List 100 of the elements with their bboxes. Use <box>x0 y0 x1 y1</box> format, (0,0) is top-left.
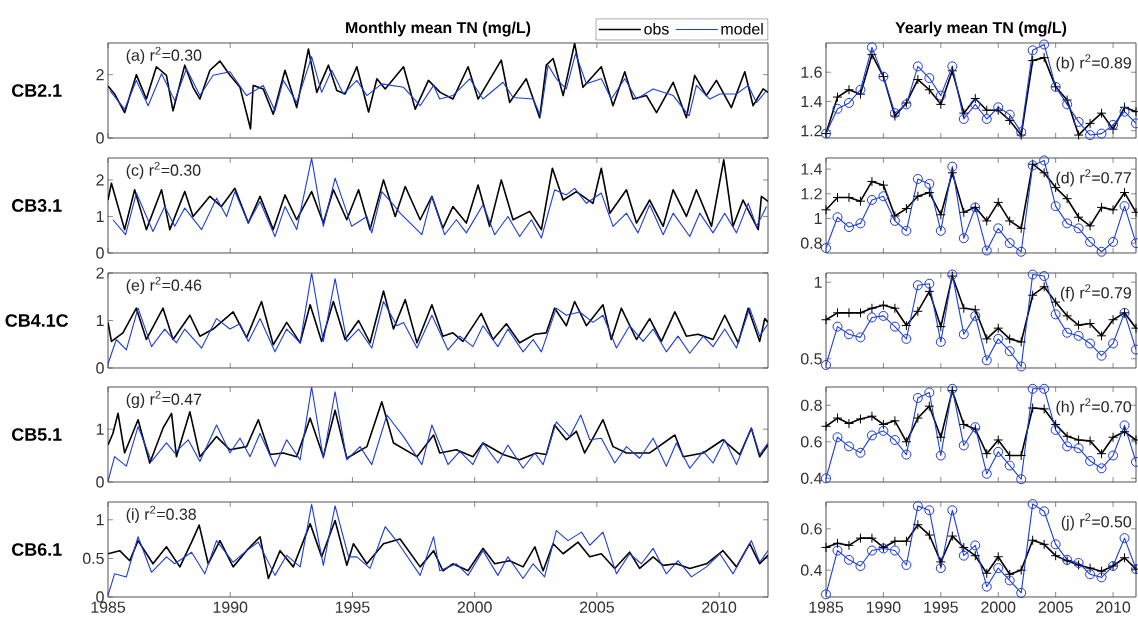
point <box>1119 201 1130 212</box>
point <box>889 210 900 221</box>
point <box>832 212 843 223</box>
y-axis-title: CB4.1C <box>5 314 69 327</box>
point <box>878 425 889 436</box>
point <box>889 536 900 547</box>
point <box>878 191 889 202</box>
point <box>1119 533 1130 544</box>
point <box>1062 99 1073 110</box>
point <box>935 563 946 574</box>
point <box>821 243 832 254</box>
point <box>1108 432 1119 443</box>
line-series <box>108 503 768 597</box>
point <box>924 530 935 541</box>
point <box>1085 236 1096 247</box>
point <box>912 173 923 184</box>
point <box>1039 39 1050 50</box>
point <box>1073 434 1084 445</box>
point <box>993 551 1004 562</box>
point <box>1085 338 1096 349</box>
point <box>1039 403 1050 414</box>
x-tick-label: 2005 <box>1038 601 1073 613</box>
point <box>958 329 969 340</box>
y-tick-label: 0.8 <box>800 399 822 411</box>
point <box>866 49 877 60</box>
point <box>981 568 992 579</box>
y-tick-label: 1 <box>96 315 104 326</box>
point <box>1096 246 1107 257</box>
y-tick-label: 0 <box>96 476 104 488</box>
point <box>901 225 912 236</box>
point <box>970 550 981 561</box>
point <box>1004 109 1015 120</box>
point <box>993 223 1004 234</box>
point <box>821 542 832 553</box>
point <box>935 450 946 461</box>
legend-label: obs <box>644 22 669 35</box>
point <box>1108 236 1119 247</box>
point <box>1108 314 1119 325</box>
point <box>993 333 1004 344</box>
point <box>1108 119 1119 130</box>
point <box>901 333 912 344</box>
point <box>1016 246 1027 257</box>
point <box>935 336 946 347</box>
point <box>1016 474 1027 485</box>
point <box>1039 539 1050 550</box>
point <box>958 233 969 244</box>
point <box>935 432 946 443</box>
point <box>1073 223 1084 234</box>
point <box>1004 215 1015 226</box>
point <box>924 387 935 398</box>
point <box>993 197 1004 208</box>
point <box>1062 193 1073 204</box>
point <box>1004 460 1015 471</box>
point <box>855 196 866 207</box>
point <box>912 306 923 317</box>
point <box>912 501 923 512</box>
annotation: (f) r$^{2}$=0.79 <box>1060 284 1131 302</box>
point <box>958 419 969 430</box>
y-tick-label: 1 <box>96 423 104 435</box>
y-tick-label: 1.4 <box>801 163 823 175</box>
point <box>866 303 877 314</box>
annotation: (d) r$^{2}$=0.77 <box>1056 169 1131 187</box>
y-tick-label: 1.2 <box>801 188 822 200</box>
point <box>855 89 866 100</box>
point <box>993 323 1004 334</box>
point <box>958 108 969 119</box>
point <box>855 332 866 343</box>
point <box>855 84 866 95</box>
point <box>1050 297 1061 308</box>
point <box>912 61 923 72</box>
point <box>1062 218 1073 229</box>
point <box>1039 52 1050 63</box>
point <box>901 436 912 447</box>
point <box>878 180 889 191</box>
point <box>1039 155 1050 166</box>
point <box>843 418 854 429</box>
point <box>947 505 958 516</box>
y-axis-title: CB6.1 <box>12 543 62 556</box>
point <box>1108 124 1119 135</box>
point <box>1027 45 1038 56</box>
point <box>1073 212 1084 223</box>
x-tick-label: 2010 <box>702 601 737 613</box>
y-tick-label: 0.5 <box>800 353 822 365</box>
point <box>1073 130 1084 141</box>
point <box>901 203 912 214</box>
point <box>821 421 832 432</box>
point <box>855 307 866 318</box>
point <box>1039 271 1050 282</box>
point <box>832 432 843 443</box>
point <box>958 207 969 218</box>
point <box>924 73 935 84</box>
point <box>889 545 900 556</box>
y-tick-label: 0.8 <box>800 237 822 249</box>
point <box>924 401 935 412</box>
point <box>843 97 854 108</box>
point <box>1085 220 1096 231</box>
y-tick-label: 1 <box>814 276 822 288</box>
point <box>1085 435 1096 446</box>
chart-title: Monthly mean TN (mg/L) <box>346 21 531 37</box>
point <box>912 519 923 530</box>
